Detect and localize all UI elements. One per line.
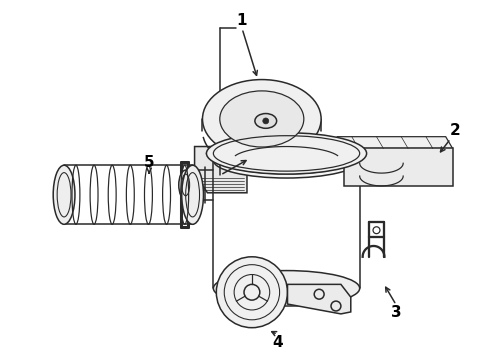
Ellipse shape xyxy=(255,113,277,128)
Polygon shape xyxy=(288,284,351,314)
Ellipse shape xyxy=(182,165,203,224)
Ellipse shape xyxy=(213,143,360,178)
Text: 2: 2 xyxy=(450,123,461,138)
Text: 1: 1 xyxy=(237,13,247,28)
Text: 4: 4 xyxy=(272,335,283,350)
Polygon shape xyxy=(195,147,247,193)
Polygon shape xyxy=(344,148,453,186)
Ellipse shape xyxy=(213,271,360,306)
Ellipse shape xyxy=(202,80,321,158)
Ellipse shape xyxy=(220,91,304,147)
Ellipse shape xyxy=(206,133,367,174)
Ellipse shape xyxy=(179,170,193,200)
Text: 5: 5 xyxy=(144,155,154,170)
Polygon shape xyxy=(337,137,453,148)
Ellipse shape xyxy=(53,165,75,224)
Circle shape xyxy=(216,257,288,328)
Text: 3: 3 xyxy=(391,305,402,320)
Circle shape xyxy=(263,118,269,124)
